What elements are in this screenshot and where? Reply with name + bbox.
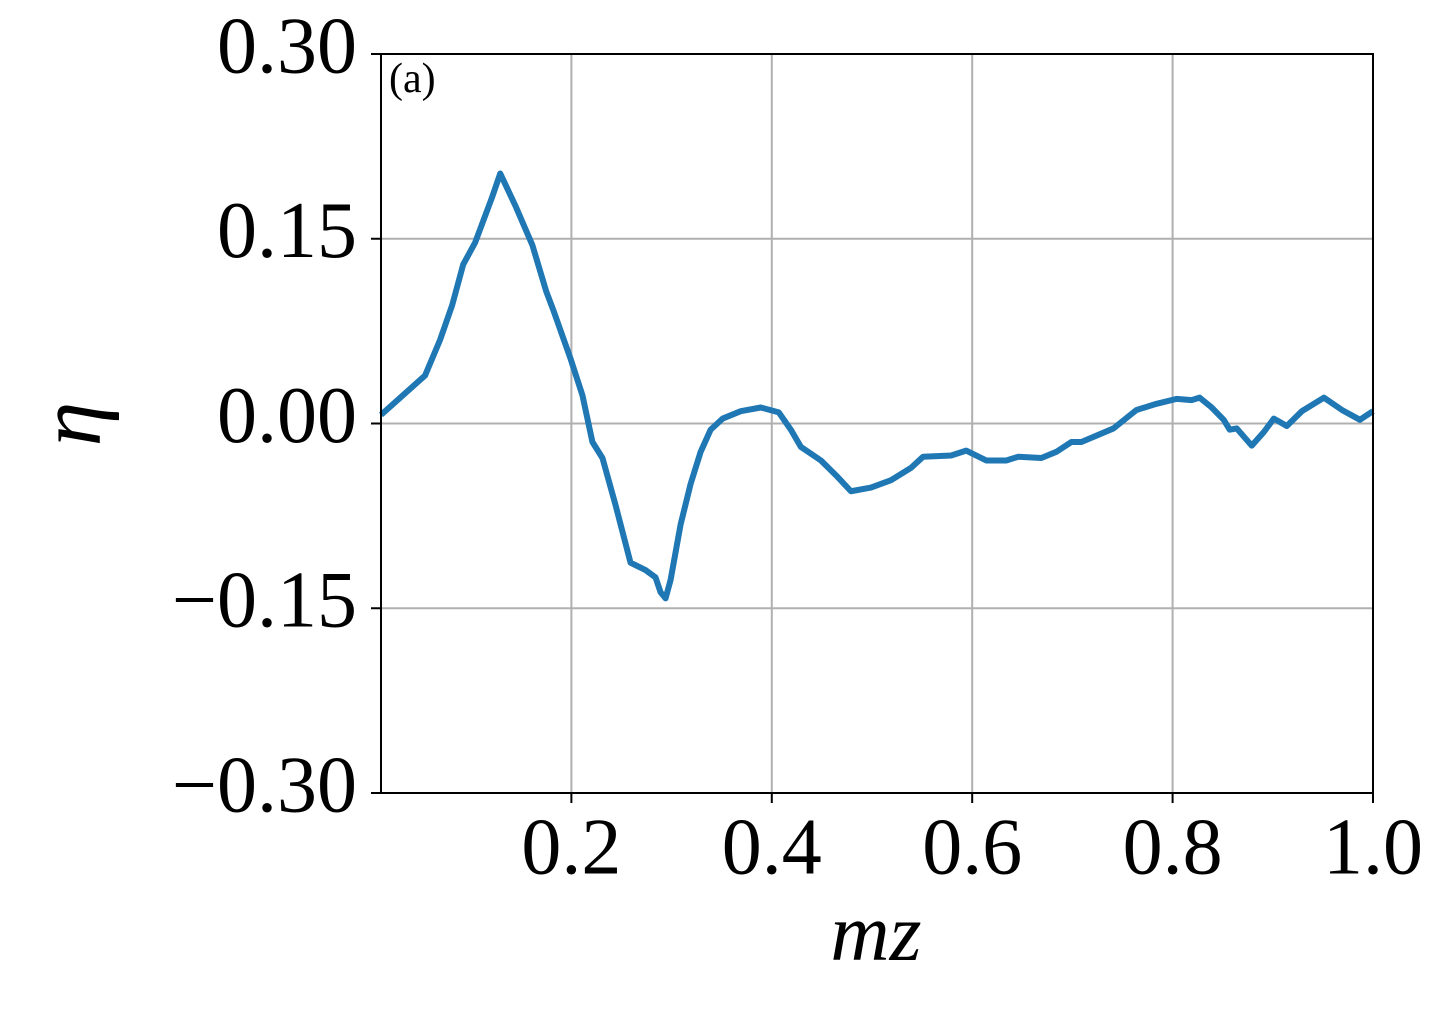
x-tick-label: 0.8 [1123,803,1223,891]
y-tick-label: −0.30 [172,741,357,829]
panel-label: (a) [389,56,436,102]
y-axis-label: η [21,402,120,447]
x-tick-label: 0.6 [922,803,1022,891]
y-tick-label: −0.15 [172,557,357,645]
y-tick-label: 0.00 [217,372,357,460]
x-tick-label: 0.2 [521,803,621,891]
y-tick-label: 0.15 [217,187,357,275]
x-axis-label: mz [830,887,921,978]
data-line [379,170,1375,602]
x-tick-label: 1.0 [1323,803,1423,891]
plot-frame [380,53,1374,794]
y-tick-label: 0.30 [217,2,357,90]
x-tick-label: 0.4 [722,803,822,891]
